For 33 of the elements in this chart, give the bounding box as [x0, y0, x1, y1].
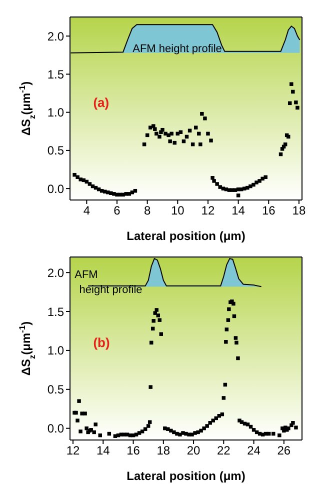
annotation: AFM height profile	[132, 42, 222, 55]
x-tick-label: 4	[83, 204, 90, 218]
y-tick-label: 0.0	[47, 182, 64, 196]
x-tick-label: 18	[292, 204, 306, 218]
x-tick-label: 16	[126, 444, 140, 458]
y-tick-label: 0.0	[47, 422, 64, 436]
annotation: (a)	[93, 94, 110, 110]
annotation: (b)	[93, 334, 110, 350]
x-axis-title: Lateral position (μm)	[126, 469, 246, 483]
y-tick-label: 0.5	[47, 382, 64, 397]
x-tick-label: 12	[201, 204, 215, 218]
y-tick-label: 1.0	[47, 344, 64, 358]
x-tick-label: 24	[247, 444, 261, 458]
y-tick-label: 2.0	[47, 29, 64, 44]
x-tick-label: 14	[96, 444, 110, 458]
annotation: height profile	[79, 284, 142, 296]
x-tick-label: 16	[262, 204, 276, 218]
x-tick-label: 12	[66, 444, 80, 458]
x-axis-title: Lateral position (μm)	[126, 229, 246, 243]
x-tick-label: 26	[277, 444, 291, 458]
y-tick-label: 2.0	[47, 266, 64, 280]
x-tick-label: 20	[186, 444, 201, 458]
x-tick-label: 10	[170, 204, 185, 218]
x-tick-label: 14	[232, 204, 246, 218]
y-tick-label: 1.5	[47, 304, 64, 319]
y-tick-label: 0.5	[47, 144, 64, 158]
annotation: AFM	[74, 268, 98, 281]
x-tick-label: 6	[114, 204, 121, 218]
x-tick-label: 22	[216, 444, 231, 458]
y-tick-label: 1.0	[47, 106, 64, 120]
x-tick-label: 18	[156, 444, 170, 458]
x-tick-label: 8	[144, 204, 151, 218]
y-tick-label: 1.5	[47, 67, 64, 82]
